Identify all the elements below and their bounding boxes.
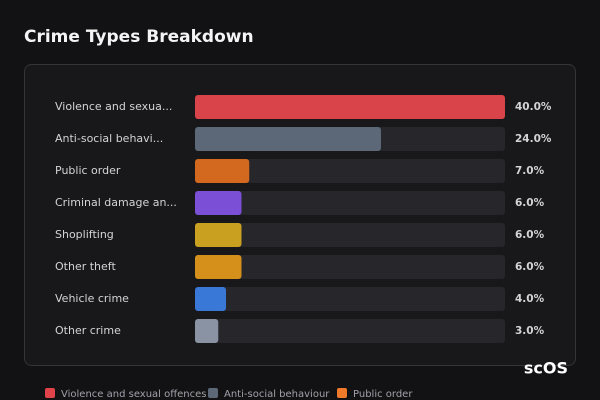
value-label: 3.0% (515, 325, 545, 337)
value-label: 24.0% (515, 133, 552, 145)
bar-track (195, 223, 505, 247)
bar (195, 319, 219, 343)
bar (195, 255, 242, 279)
legend-swatch (45, 388, 55, 398)
category-label: Public order (55, 164, 121, 177)
bar (195, 287, 226, 311)
legend-label: Public order (353, 389, 413, 400)
bar-track (195, 319, 505, 343)
value-label: 4.0% (515, 293, 545, 305)
bar (195, 127, 381, 151)
value-label: 40.0% (515, 101, 552, 113)
category-label: Shoplifting (55, 228, 114, 241)
category-label: Other crime (55, 324, 121, 337)
bar-track (195, 255, 505, 279)
watermark: scOS (524, 359, 568, 378)
category-label: Violence and sexua... (55, 100, 172, 113)
category-label: Vehicle crime (55, 292, 129, 305)
category-label: Criminal damage an... (55, 196, 177, 209)
bar (195, 191, 242, 215)
value-label: 6.0% (515, 229, 545, 241)
legend-label: Anti-social behaviour (224, 389, 330, 400)
bar (195, 223, 242, 247)
value-label: 6.0% (515, 261, 545, 273)
bar-track (195, 287, 505, 311)
legend-swatch (337, 388, 347, 398)
value-label: 7.0% (515, 165, 545, 177)
bar-track (195, 159, 505, 183)
bar (195, 95, 505, 119)
chart-title: Crime Types Breakdown (24, 27, 254, 47)
category-label: Other theft (55, 260, 116, 273)
bar-track (195, 191, 505, 215)
legend-label: Violence and sexual offences (61, 389, 207, 400)
legend-swatch (208, 388, 218, 398)
bar (195, 159, 250, 183)
value-label: 6.0% (515, 197, 545, 209)
category-label: Anti-social behavi... (55, 132, 163, 145)
